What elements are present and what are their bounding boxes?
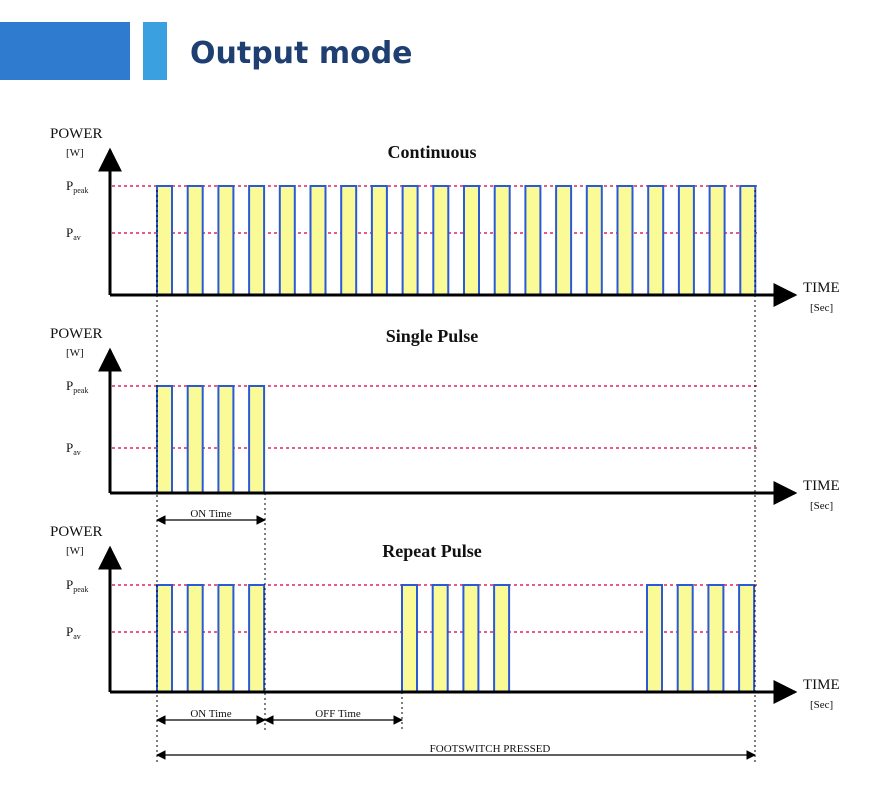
pulse [249, 386, 265, 493]
level-sub: peak [73, 585, 88, 594]
pulse [647, 585, 662, 692]
pulse [494, 186, 510, 295]
pulse [617, 186, 633, 295]
pulse [402, 585, 417, 692]
pulse [678, 186, 694, 295]
x-unit: [Sec] [810, 302, 833, 314]
pulse [586, 186, 602, 295]
level-main: P [66, 378, 73, 393]
panel-title: Continuous [387, 142, 476, 162]
annotation: ON Time [190, 708, 231, 720]
level-label: Ppeak [66, 378, 88, 395]
level-label: Ppeak [66, 577, 88, 594]
pulse [463, 585, 479, 692]
x-unit: [Sec] [810, 500, 833, 512]
pulse [157, 186, 172, 295]
y-label: POWER [50, 126, 103, 142]
pulse [525, 186, 541, 295]
pulse [218, 386, 234, 493]
annotation: ON Time [190, 508, 231, 520]
level-sub: peak [73, 386, 88, 395]
pulse [341, 186, 357, 295]
level-main: P [66, 178, 73, 193]
panel-title: Repeat Pulse [382, 541, 481, 561]
y-unit: [W] [66, 347, 84, 359]
x-label: TIME [803, 478, 840, 494]
level-sub: av [73, 448, 81, 457]
level-main: P [66, 624, 73, 639]
pulse-outline [110, 385, 790, 494]
y-unit: [W] [66, 545, 84, 557]
pulse [157, 585, 172, 692]
level-label: Pav [66, 624, 81, 641]
pulse [464, 186, 479, 295]
pulse [249, 186, 265, 295]
level-main: P [66, 225, 73, 240]
pulse [494, 585, 510, 692]
pulse [187, 186, 203, 295]
header-bar [0, 22, 130, 80]
level-label: Pav [66, 440, 81, 457]
pulse [433, 186, 449, 295]
pulse [187, 386, 203, 493]
pulse [648, 186, 664, 295]
diagram: ContinuousPOWER[W]PpeakPavTIME[Sec]Singl… [50, 126, 840, 762]
annotation: FOOTSWITCH PRESSED [430, 743, 551, 755]
pulse [187, 585, 203, 692]
y-unit: [W] [66, 147, 84, 159]
level-main: P [66, 440, 73, 455]
y-label: POWER [50, 524, 103, 540]
level-label: Pav [66, 225, 81, 242]
pulse [556, 186, 572, 295]
pulse [402, 186, 418, 295]
pulse [218, 186, 234, 295]
pulse [157, 386, 172, 493]
pulse [708, 585, 724, 692]
y-label: POWER [50, 326, 103, 342]
pulse [249, 585, 265, 692]
pulse [740, 186, 756, 295]
pulse [310, 186, 326, 295]
pulse [218, 585, 234, 692]
panel-title: Single Pulse [386, 326, 479, 346]
level-sub: av [73, 632, 81, 641]
level-main: P [66, 577, 73, 592]
header-accent [143, 22, 167, 80]
level-sub: av [73, 233, 81, 242]
pulse [739, 585, 755, 692]
pulse [677, 585, 693, 692]
header-title: Output mode [190, 36, 413, 71]
x-unit: [Sec] [810, 699, 833, 711]
pulse [432, 585, 448, 692]
x-label: TIME [803, 280, 840, 296]
x-label: TIME [803, 677, 840, 693]
level-sub: peak [73, 186, 88, 195]
pulse [709, 186, 725, 295]
pulse [279, 186, 295, 295]
annotation: OFF Time [315, 708, 361, 720]
pulse [371, 186, 387, 295]
level-label: Ppeak [66, 178, 88, 195]
